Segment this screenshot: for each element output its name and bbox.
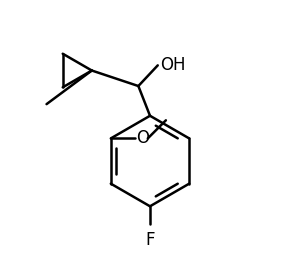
Text: OH: OH <box>160 56 186 74</box>
Text: O: O <box>136 129 149 147</box>
Text: F: F <box>145 231 155 249</box>
